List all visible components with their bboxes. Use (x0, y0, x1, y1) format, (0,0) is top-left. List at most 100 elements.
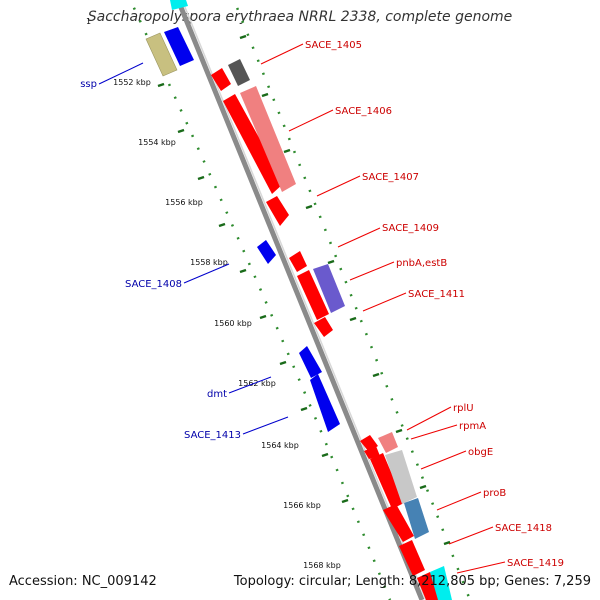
scale-label: 1552 kbp (113, 78, 151, 87)
tick-mark (372, 372, 380, 378)
tick-mark (157, 82, 165, 88)
scale-label: 1560 kbp (214, 319, 252, 328)
gene-label: ssp (80, 79, 97, 90)
tick-mark (327, 259, 335, 265)
sace1405-feature-gray (228, 59, 250, 86)
accession-label: Accession: NC_009142 (9, 574, 157, 589)
reverse-features (145, 0, 340, 432)
scale-label: 1554 kbp (138, 138, 176, 147)
forward-gene-labels: SACE_1405 SACE_1406 SACE_1407 SACE_1409 … (305, 40, 564, 569)
scale-label: 1558 kbp (190, 258, 228, 267)
tick-mark (419, 484, 427, 490)
tick-mark (239, 268, 247, 274)
reverse-gene-labels: ssp SACE_1408 dmt SACE_1413 (80, 79, 241, 441)
genome-summary: Topology: circular; Length: 8,212,805 bp… (233, 574, 591, 589)
scale-label: 1562 kbp (238, 379, 276, 388)
leader-line (456, 561, 506, 574)
tick-mark (197, 175, 205, 181)
proB-feature (383, 504, 414, 542)
scale-label: 1568 kbp (303, 561, 341, 570)
leader-line (98, 62, 144, 85)
pnbA-feature-purple (313, 264, 345, 313)
sace1406-feature-pink (240, 86, 296, 192)
scale-label: 1564 kbp (261, 441, 299, 450)
scale-label: 1556 kbp (165, 198, 203, 207)
leader-line (337, 227, 381, 248)
proB-feature-steel (404, 498, 429, 539)
sace1405-feature (211, 68, 231, 91)
tick-mark (177, 128, 185, 134)
leader-line (410, 424, 458, 440)
tick-mark (279, 360, 287, 366)
sace1406-feature (223, 94, 284, 194)
sace1409-feature (289, 251, 307, 272)
scale-label: 1566 kbp (283, 501, 321, 510)
forward-features (211, 59, 452, 600)
leader-line (436, 491, 482, 511)
tick-mark (300, 406, 308, 412)
rplU-feature-pink (378, 432, 398, 453)
gene-label: obgE (468, 447, 493, 458)
sace1418-feature (399, 540, 425, 576)
backbone-ticks (157, 34, 451, 546)
ssp-feature-blue (164, 27, 194, 66)
gene-label: SACE_1418 (495, 523, 552, 534)
gene-label: proB (483, 488, 506, 499)
pnbA-feature (297, 270, 329, 320)
reverse-outer-guide (128, 0, 392, 600)
cyan-feature-top (170, 0, 188, 10)
dmt-feature (299, 346, 322, 378)
tick-mark (349, 316, 357, 322)
gene-label: SACE_1405 (305, 40, 362, 51)
gene-label: SACE_1413 (184, 430, 241, 441)
tick-mark (239, 34, 247, 40)
leader-line (316, 175, 361, 197)
forward-label-leaders (260, 43, 506, 574)
tick-mark (321, 452, 329, 458)
gene-label: SACE_1406 (335, 106, 392, 117)
tick-mark (341, 498, 349, 504)
tick-mark (259, 314, 267, 320)
partial-scale-label: 1 (86, 17, 91, 26)
forward-outer-guide (232, 0, 472, 600)
leader-line (406, 406, 452, 431)
leader-line (362, 292, 407, 312)
tick-mark (283, 148, 291, 154)
leader-line (228, 376, 272, 394)
tick-mark (261, 92, 269, 98)
gene-label: SACE_1409 (382, 223, 439, 234)
gene-label: pnbA,estB (396, 258, 447, 269)
leader-line (288, 109, 334, 132)
obgE-feature (370, 453, 404, 509)
tick-mark (305, 204, 313, 210)
leader-line (349, 261, 395, 281)
sace1419-feature (417, 572, 440, 600)
sace1411-feature (314, 317, 333, 337)
rpmA-feature (364, 446, 380, 459)
gene-label: dmt (207, 389, 227, 400)
leader-line (183, 263, 230, 284)
leader-line (260, 43, 304, 65)
scale-labels: 1552 kbp 1554 kbp 1556 kbp 1558 kbp 1560… (113, 78, 341, 570)
gene-label: SACE_1408 (125, 279, 182, 290)
gene-label: SACE_1419 (507, 558, 564, 569)
gene-label: SACE_1411 (408, 289, 465, 300)
tick-mark (218, 222, 226, 228)
reverse-label-leaders (98, 62, 289, 435)
tick-mark (443, 540, 451, 546)
map-title: Saccharopolyspora erythraea NRRL 2338, c… (87, 9, 513, 25)
tick-mark (395, 428, 403, 434)
leader-line (242, 416, 289, 435)
gene-label: SACE_1407 (362, 172, 419, 183)
ssp-feature-olive (145, 32, 178, 77)
gene-label: rpmA (459, 421, 486, 432)
leader-line (420, 450, 467, 470)
leader-line (448, 526, 494, 545)
sace1407-feature (266, 196, 289, 226)
sace1408-feature (257, 240, 276, 264)
gene-label: rplU (453, 403, 474, 414)
sace1413-feature (310, 374, 340, 432)
sace1419-feature-cyan (430, 566, 452, 600)
obgE-feature-gray (385, 450, 417, 504)
